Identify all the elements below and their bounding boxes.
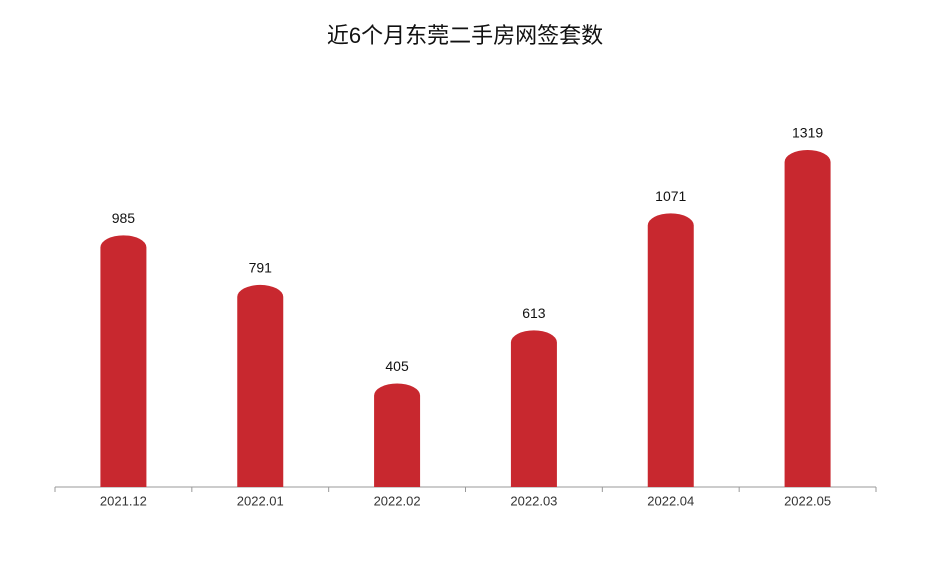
bar <box>784 150 831 487</box>
x-tick-label: 2022.04 <box>647 493 694 508</box>
chart-title: 近6个月东莞二手房网签套数 <box>327 23 603 48</box>
value-label: 1319 <box>792 125 823 141</box>
x-tick-label: 2021.12 <box>100 493 147 508</box>
bar <box>647 213 694 487</box>
x-tick-label: 2022.05 <box>784 493 831 508</box>
bar <box>510 330 557 487</box>
bar <box>237 284 284 487</box>
x-tick-label: 2022.03 <box>510 493 557 508</box>
bar <box>100 235 147 487</box>
value-label: 613 <box>522 305 546 321</box>
value-label: 1071 <box>655 188 686 204</box>
x-tick-label: 2022.02 <box>374 493 421 508</box>
value-label: 405 <box>385 358 409 374</box>
value-label: 985 <box>112 210 136 226</box>
value-label: 791 <box>249 260 273 276</box>
x-tick-label: 2022.01 <box>237 493 284 508</box>
bar <box>374 383 421 487</box>
